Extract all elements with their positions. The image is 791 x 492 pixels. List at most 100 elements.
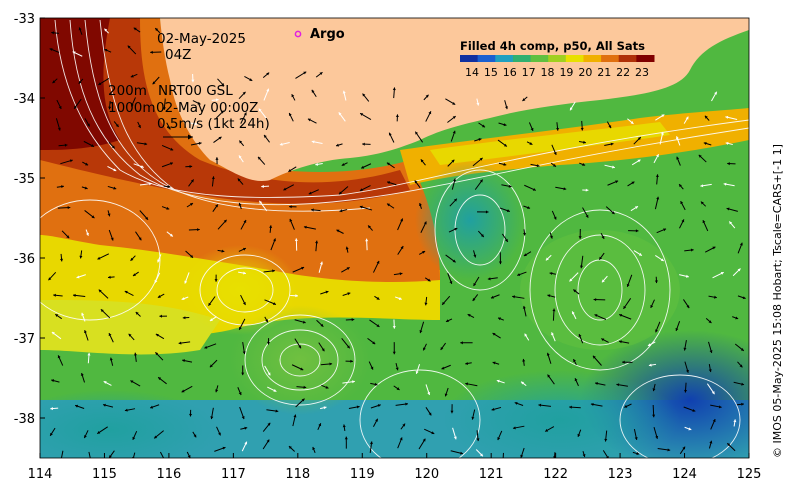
colorbar-tick-label: 14 bbox=[465, 66, 479, 79]
vector-arrowhead bbox=[615, 180, 619, 184]
vector-arrowhead bbox=[692, 408, 696, 412]
vector-arrowhead bbox=[636, 451, 640, 455]
vector-arrowhead bbox=[675, 327, 679, 331]
vector-arrowhead bbox=[127, 45, 131, 49]
vector-arrowhead bbox=[144, 142, 148, 146]
vector-arrowhead bbox=[113, 186, 117, 190]
vector-arrowhead bbox=[419, 330, 423, 334]
vector-arrowhead bbox=[320, 323, 324, 327]
vector-arrowhead bbox=[97, 430, 101, 434]
vector-arrowhead bbox=[492, 361, 496, 365]
vector-arrowhead bbox=[124, 290, 128, 294]
vector-arrowhead bbox=[460, 341, 463, 345]
sst-field bbox=[40, 18, 749, 458]
vector-arrowhead bbox=[478, 138, 482, 142]
vector-arrowhead bbox=[184, 280, 188, 284]
vector-arrowhead bbox=[387, 203, 391, 207]
vector-arrowhead bbox=[656, 154, 659, 158]
vector-arrowhead bbox=[145, 216, 149, 220]
vector-arrowhead bbox=[283, 187, 287, 191]
vector-arrowhead bbox=[465, 361, 469, 365]
vector-arrowhead bbox=[80, 373, 84, 376]
vector-arrowhead bbox=[578, 236, 582, 239]
vector-arrowhead bbox=[78, 27, 82, 31]
scale-arrow-icon bbox=[163, 134, 193, 140]
vector-arrowhead bbox=[215, 157, 219, 160]
vector-arrowhead bbox=[583, 140, 586, 144]
vector-arrowhead bbox=[619, 340, 622, 344]
vector-arrowhead bbox=[346, 267, 350, 271]
vector-arrowhead bbox=[527, 206, 531, 209]
vector-arrowhead bbox=[113, 168, 117, 172]
vector-arrowhead bbox=[399, 437, 403, 441]
vector-arrowhead bbox=[288, 168, 292, 172]
vector-arrowhead bbox=[388, 132, 392, 136]
vector-arrowhead bbox=[405, 402, 408, 406]
vector-arrowhead bbox=[307, 118, 311, 122]
vector-arrowhead bbox=[318, 423, 322, 427]
colorbar-title: Filled 4h comp, p50, All Sats bbox=[460, 39, 645, 53]
vector-arrowhead bbox=[345, 246, 349, 250]
vector-arrowhead bbox=[67, 206, 71, 210]
vector-arrowhead bbox=[60, 258, 64, 262]
vector-arrowhead bbox=[453, 178, 457, 182]
vector-arrowhead bbox=[149, 182, 152, 186]
vector-arrowhead bbox=[166, 206, 170, 210]
vector-arrowhead bbox=[400, 246, 404, 250]
vector-arrowhead bbox=[109, 455, 112, 458]
vector-arrowhead bbox=[547, 294, 551, 298]
vector-arrowhead bbox=[425, 94, 429, 98]
vector-arrowhead bbox=[490, 295, 494, 299]
vector-arrowhead bbox=[108, 275, 111, 279]
vector-arrowhead bbox=[514, 401, 518, 405]
vector-arrowhead bbox=[303, 225, 307, 229]
vector-arrowhead bbox=[422, 251, 426, 254]
vector-arrowhead bbox=[209, 364, 213, 368]
vector-arrowhead bbox=[187, 454, 191, 458]
vector-arrowhead bbox=[402, 423, 406, 427]
vector-arrowhead bbox=[111, 145, 115, 149]
colorbar-tick-label: 20 bbox=[578, 66, 592, 79]
vector-arrowhead bbox=[523, 253, 527, 256]
vector-arrow bbox=[88, 451, 91, 458]
vector-arrowhead bbox=[708, 369, 712, 373]
lat-tick-label: -34 bbox=[14, 92, 35, 107]
vector-arrowhead bbox=[427, 278, 431, 282]
vector-arrowhead bbox=[243, 271, 246, 275]
vector-arrowhead bbox=[582, 162, 586, 166]
vector-arrowhead bbox=[288, 112, 292, 116]
vector-arrowhead bbox=[342, 90, 346, 94]
vector-arrowhead bbox=[319, 261, 323, 265]
vector-arrowhead bbox=[635, 229, 639, 233]
vector-arrowhead bbox=[104, 28, 108, 32]
vector-arrowhead bbox=[503, 143, 507, 147]
vector-arrowhead bbox=[109, 357, 113, 361]
vector-arrowhead bbox=[48, 277, 52, 281]
vector-arrowhead bbox=[375, 418, 378, 422]
vector-arrowhead bbox=[266, 341, 271, 345]
vector-arrowhead bbox=[683, 347, 687, 351]
vector-arrowhead bbox=[311, 89, 315, 93]
vector-arrowhead bbox=[181, 389, 185, 393]
vector-arrow bbox=[132, 452, 136, 458]
vector-arrowhead bbox=[704, 115, 708, 119]
vector-arrowhead bbox=[57, 127, 61, 131]
vector-arrowhead bbox=[341, 163, 345, 166]
vector-arrowhead bbox=[702, 220, 706, 224]
vector-arrowhead bbox=[652, 388, 656, 392]
vector-arrowhead bbox=[289, 205, 292, 209]
vector-arrowhead bbox=[91, 215, 95, 219]
vector-arrowhead bbox=[339, 209, 343, 213]
vector-arrowhead bbox=[630, 121, 634, 124]
vector-arrowhead bbox=[83, 330, 87, 334]
vector-arrowhead bbox=[157, 259, 161, 263]
vector-arrowhead bbox=[482, 124, 485, 128]
vector-arrowhead bbox=[700, 184, 704, 188]
vector-arrowhead bbox=[155, 352, 159, 356]
ref-time-label: 02-May 00:00Z bbox=[156, 100, 258, 116]
vector-arrowhead bbox=[485, 210, 489, 214]
vector-arrowhead bbox=[480, 234, 484, 237]
vector-arrowhead bbox=[599, 256, 603, 260]
vector-arrowhead bbox=[590, 402, 594, 406]
